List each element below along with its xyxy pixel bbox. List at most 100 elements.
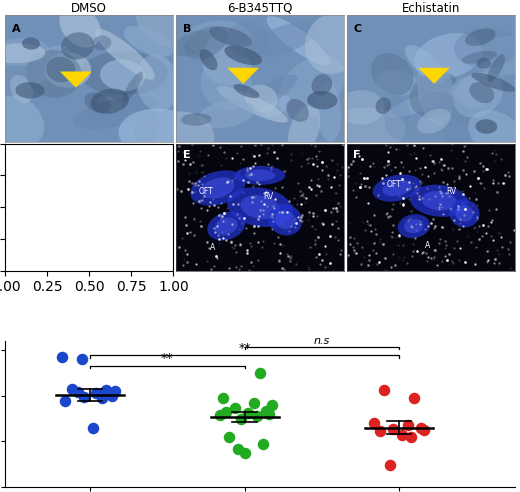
Text: E: E xyxy=(183,150,190,160)
Ellipse shape xyxy=(465,29,496,46)
Point xyxy=(380,386,388,394)
Ellipse shape xyxy=(22,37,40,50)
Ellipse shape xyxy=(0,38,49,66)
Ellipse shape xyxy=(59,5,101,48)
Ellipse shape xyxy=(469,110,520,155)
Ellipse shape xyxy=(136,0,193,48)
Ellipse shape xyxy=(61,32,94,60)
Ellipse shape xyxy=(90,89,129,114)
Point xyxy=(376,427,385,435)
Ellipse shape xyxy=(385,96,410,139)
Point xyxy=(80,393,88,401)
Ellipse shape xyxy=(266,16,330,65)
Ellipse shape xyxy=(449,199,479,227)
Ellipse shape xyxy=(443,91,478,158)
Ellipse shape xyxy=(44,217,67,235)
Ellipse shape xyxy=(405,45,447,85)
Point xyxy=(407,433,415,441)
Ellipse shape xyxy=(44,52,91,88)
Ellipse shape xyxy=(382,180,412,196)
Title: Echistatin: Echistatin xyxy=(401,2,460,15)
Point xyxy=(98,394,107,402)
Ellipse shape xyxy=(203,47,251,85)
Ellipse shape xyxy=(201,57,252,110)
Point xyxy=(243,409,252,417)
Point xyxy=(256,369,264,377)
Ellipse shape xyxy=(201,178,235,199)
Point xyxy=(253,412,261,420)
Text: OFT: OFT xyxy=(28,190,43,199)
Ellipse shape xyxy=(327,108,406,151)
Ellipse shape xyxy=(268,204,302,236)
Point xyxy=(250,399,258,406)
Point xyxy=(225,433,233,441)
Ellipse shape xyxy=(73,96,158,129)
Ellipse shape xyxy=(136,54,178,112)
Ellipse shape xyxy=(422,191,457,211)
Ellipse shape xyxy=(27,50,82,98)
Point xyxy=(388,425,397,433)
Ellipse shape xyxy=(417,56,454,125)
Ellipse shape xyxy=(410,184,469,217)
Point xyxy=(265,410,274,418)
Point xyxy=(58,353,67,361)
Ellipse shape xyxy=(181,113,212,125)
Text: RV: RV xyxy=(263,192,274,201)
Title: DMSO: DMSO xyxy=(71,2,107,15)
Text: A: A xyxy=(210,243,215,252)
Ellipse shape xyxy=(105,210,125,229)
Ellipse shape xyxy=(286,99,309,122)
Ellipse shape xyxy=(451,77,493,108)
Ellipse shape xyxy=(10,75,33,103)
Ellipse shape xyxy=(311,74,332,95)
Point xyxy=(101,386,110,394)
Ellipse shape xyxy=(93,35,111,50)
Ellipse shape xyxy=(414,33,483,79)
Text: B: B xyxy=(183,24,191,33)
Point xyxy=(268,401,277,409)
Ellipse shape xyxy=(174,31,210,57)
Point xyxy=(237,415,245,423)
Ellipse shape xyxy=(158,111,214,155)
Point xyxy=(234,445,242,453)
Point xyxy=(259,440,267,448)
Point xyxy=(404,422,412,430)
Text: OFT: OFT xyxy=(386,180,401,189)
Ellipse shape xyxy=(227,187,293,227)
Ellipse shape xyxy=(475,119,497,134)
Point xyxy=(68,385,76,393)
Title: 6-B345TTQ: 6-B345TTQ xyxy=(227,2,293,15)
Point xyxy=(385,461,394,469)
Point xyxy=(92,390,100,398)
Point xyxy=(410,394,419,402)
Ellipse shape xyxy=(227,22,270,58)
Ellipse shape xyxy=(398,214,430,238)
Ellipse shape xyxy=(198,100,255,128)
Text: RV: RV xyxy=(446,187,456,196)
Point xyxy=(417,424,425,431)
Point xyxy=(262,406,270,414)
Ellipse shape xyxy=(74,170,105,181)
Ellipse shape xyxy=(386,85,465,118)
Text: OFT: OFT xyxy=(199,187,214,196)
Ellipse shape xyxy=(454,27,518,68)
Point xyxy=(74,388,82,396)
Ellipse shape xyxy=(278,55,345,118)
Ellipse shape xyxy=(375,97,391,114)
Text: D: D xyxy=(12,150,21,160)
Text: A: A xyxy=(425,241,430,249)
Ellipse shape xyxy=(421,92,472,125)
Ellipse shape xyxy=(371,53,413,95)
Ellipse shape xyxy=(124,26,173,57)
Ellipse shape xyxy=(46,57,75,82)
Ellipse shape xyxy=(95,29,155,80)
Ellipse shape xyxy=(337,90,385,125)
Ellipse shape xyxy=(478,36,520,76)
Ellipse shape xyxy=(0,43,45,63)
Ellipse shape xyxy=(476,58,491,69)
Point xyxy=(216,411,224,419)
Ellipse shape xyxy=(260,94,290,117)
Ellipse shape xyxy=(471,72,515,92)
Point xyxy=(370,419,379,427)
Ellipse shape xyxy=(235,166,285,185)
